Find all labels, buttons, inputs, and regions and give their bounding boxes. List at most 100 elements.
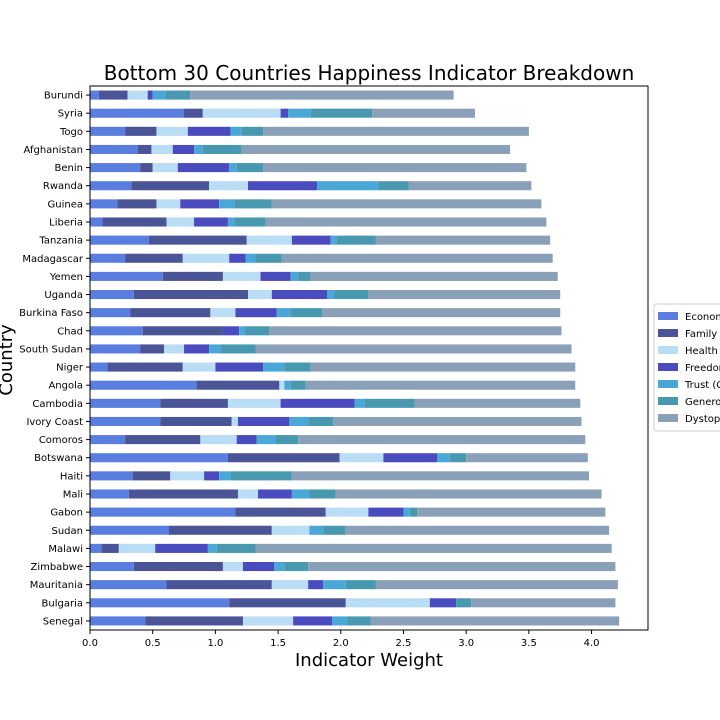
bar-segment [155,543,208,553]
bar-segment [168,525,272,535]
bar-segment [236,435,257,445]
bar-segment [128,489,238,499]
bar-segment [372,108,475,118]
bar-segment [222,271,261,281]
bar-segment [163,344,185,354]
chart-title: Bottom 30 Countries Happiness Indicator … [104,61,635,85]
bar-segment [194,144,203,154]
y-tick-label: Syria [58,109,83,120]
bar-segment [245,253,256,263]
bar-segment [90,362,108,372]
bar-segment [222,326,240,336]
bar-segment [151,144,173,154]
bar-segment [309,525,324,535]
bar-segment [156,126,188,136]
bar-segment [125,253,183,263]
bar-segment [117,199,157,209]
bar-segment [345,598,430,608]
y-tick-label: Togo [59,127,83,138]
bar-segment [370,616,620,626]
bar-segment [140,344,164,354]
bar-segment [235,308,277,318]
bar-segment [265,217,547,227]
bar-segment [290,308,322,318]
y-tick-label: Gabon [50,508,83,519]
bar-segment [90,199,118,209]
bar-segment [90,326,143,336]
bar-segment [237,489,259,499]
bar-segment [323,525,346,535]
bar-segment [90,507,236,517]
bar-segment [222,562,243,572]
bar-segment [263,126,529,136]
y-tick-label: Malawi [48,544,83,555]
bar-segment [166,580,272,590]
legend: Econom Family Health Freedom Trust (C Generos… [653,303,720,432]
bar-segment [375,235,551,245]
bar-segment [309,489,336,499]
bar-segment [90,543,102,553]
bar-segment [339,453,384,463]
bar-segment [147,90,153,100]
bar-segment [271,580,309,590]
y-tick-label: Comoros [39,435,83,446]
bar-segment [255,543,612,553]
bar-segment [291,235,331,245]
bar-segment [145,616,243,626]
bar-segment [90,398,161,408]
bar-segment [107,362,183,372]
bar-segment [90,126,126,136]
bar-segment [230,126,242,136]
bar-segment [409,507,418,517]
y-tick-label: Angola [48,381,83,392]
x-axis-label: Indicator Weight [295,650,443,671]
bar-segment [281,253,553,263]
bar-segment [383,453,438,463]
bar-segment [90,453,228,463]
bar-segment [245,326,270,336]
y-tick-label: Madagascar [22,254,84,265]
bar-segment [102,217,167,227]
bar-segment [308,416,334,426]
bar-segment [242,562,275,572]
bar-segment [229,253,246,263]
bar-segment [466,453,588,463]
bar-segment [247,290,272,300]
bar-segment [177,163,230,173]
bar-segment [160,398,228,408]
y-tick-label: Zimbabwe [30,562,83,573]
bar-segment [325,507,369,517]
bar-segment [196,380,280,390]
y-axis-label: Country [0,324,17,396]
bar-segment [209,344,221,354]
bar-segment [403,507,410,517]
y-tick-label: Guinea [48,199,83,210]
bar-segment [235,507,326,517]
x-tick-label: 1.5 [270,638,286,649]
bar-segment [284,362,311,372]
bar-segment [162,271,223,281]
y-tick-label: Sudan [52,526,84,537]
y-tick-label: Afghanistan [23,145,83,156]
bar-segment [256,435,276,445]
y-tick-label: Bulgaria [42,598,83,609]
bar-segment [258,489,292,499]
bar-segment [239,326,246,336]
y-tick-label: South Sudan [19,344,83,355]
bar-segment [140,163,153,173]
bar-segment [323,580,346,590]
bar-segment [269,326,562,336]
bar-segment [241,126,264,136]
bar-segment [184,108,203,118]
bar-segment [316,181,379,191]
bar-segment [187,126,231,136]
bar-segment [291,489,310,499]
bar-segment [255,344,572,354]
bar-segment [368,290,561,300]
bar-segment [209,181,248,191]
bar-segment [310,271,558,281]
bar-segment [230,471,292,481]
bar-segment [347,616,371,626]
x-tick-label: 1.0 [207,638,223,649]
bar-segment [90,562,134,572]
